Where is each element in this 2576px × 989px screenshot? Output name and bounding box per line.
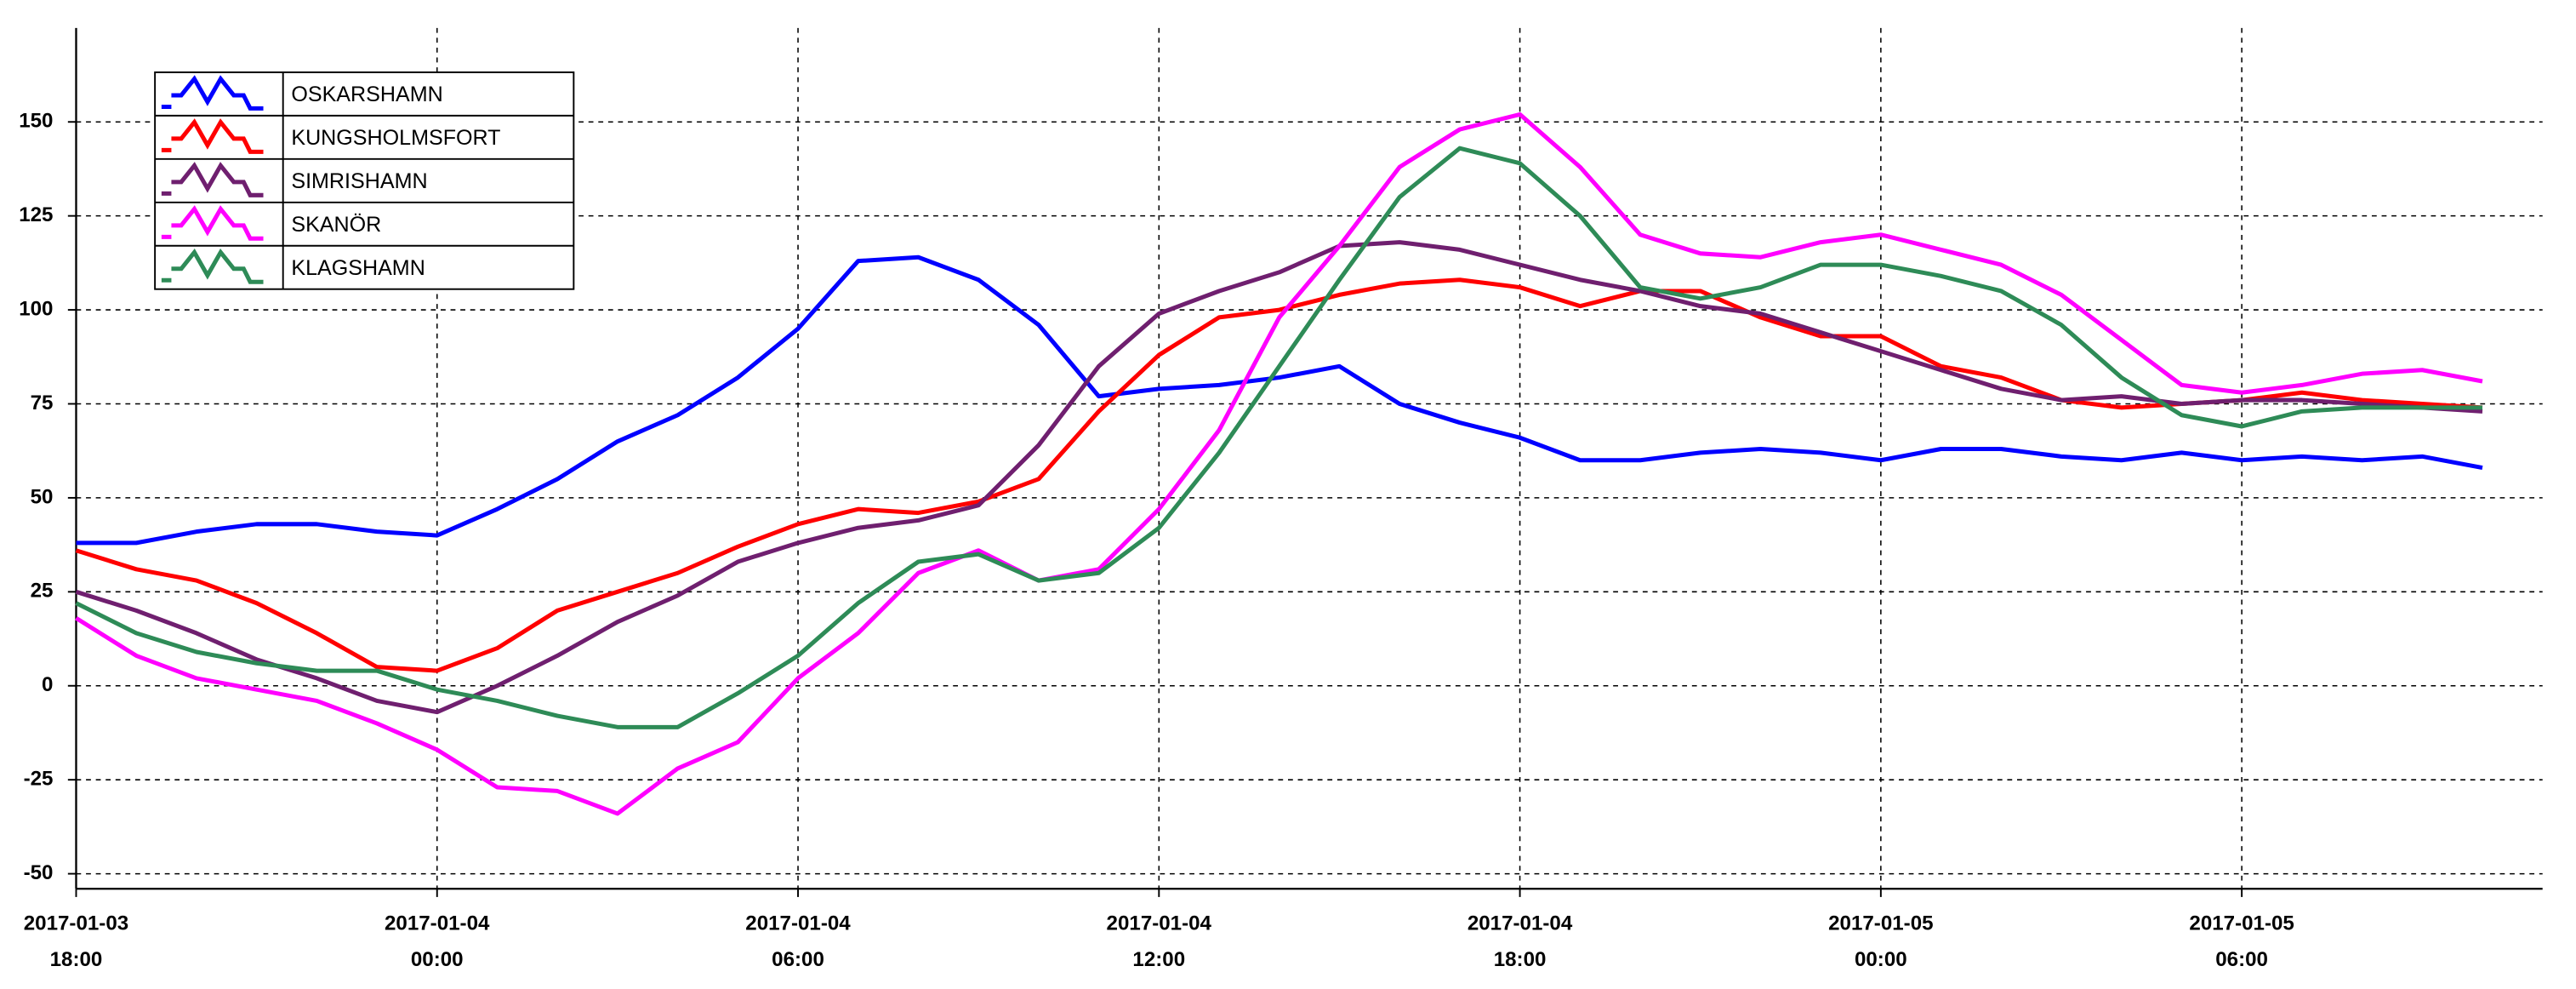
series-line [76,254,2483,546]
legend-label: KUNGSHOLMSFORT [291,126,500,150]
legend-swatch [161,118,264,154]
x-tick-label-box: 2017-01-04 12:00 [1106,912,1212,971]
y-tick-label: 150 [19,110,53,133]
legend-label: SKANÖR [291,213,381,237]
x-tick-label: 2017-01-05 06:00 [2189,912,2294,971]
legend-label: OSKARSHAMN [291,83,442,106]
y-tick-label: 100 [19,297,53,320]
legend-swatch [161,75,264,111]
x-tick-label-box: 2017-01-05 06:00 [2189,912,2294,971]
y-tick-label: 50 [31,485,54,508]
legend-label: KLAGSHAMN [291,256,425,280]
y-tick-label: 75 [31,392,54,414]
x-tick-label-box: 2017-01-04 00:00 [385,912,490,971]
y-tick-label: 0 [42,673,53,696]
series-line [75,240,2483,715]
series-line [75,277,2483,673]
series-line [75,111,2483,816]
x-tick-label-box: 2017-01-04 06:00 [745,912,851,971]
x-tick-label-box: 2017-01-03 18:00 [23,912,129,971]
legend-swatch [161,249,264,284]
x-tick-label: 2017-01-05 00:00 [1828,912,1934,971]
y-tick-label: 25 [31,580,54,603]
x-tick-label: 2017-01-04 12:00 [1106,912,1212,971]
x-tick-label-box: 2017-01-05 00:00 [1828,912,1934,971]
legend-box [154,71,575,290]
x-tick-label: 2017-01-04 00:00 [385,912,490,971]
x-tick-label: 2017-01-03 18:00 [23,912,129,971]
series-line [75,146,2482,729]
x-tick-label-box: 2017-01-04 18:00 [1467,912,1573,971]
legend-swatch [161,205,264,241]
legend-swatch [161,162,264,197]
y-tick-label: -50 [24,861,54,884]
x-tick-label: 2017-01-04 06:00 [745,912,851,971]
y-tick-label: -25 [24,768,54,791]
legend-label: SIMRISHAMN [291,169,427,193]
y-tick-label: 125 [19,203,53,226]
x-tick-label: 2017-01-04 18:00 [1467,912,1573,971]
